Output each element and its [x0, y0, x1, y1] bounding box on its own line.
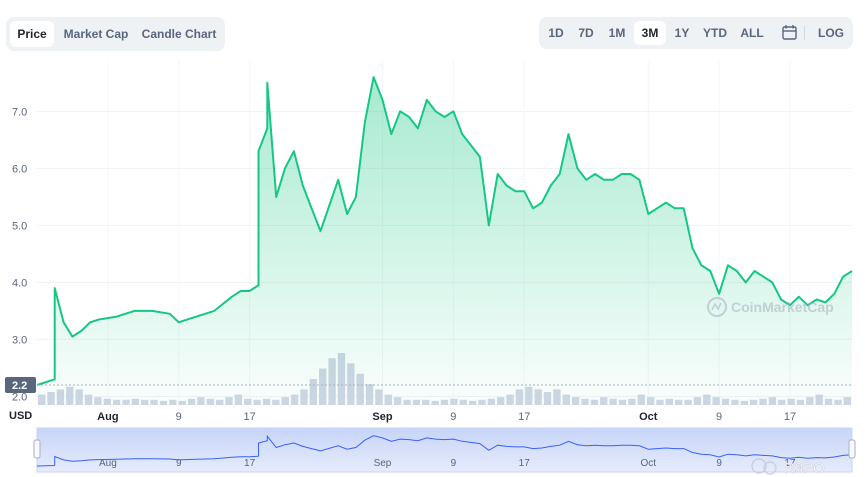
x-tick-label: Aug: [97, 411, 118, 423]
navigator-x-tick-label: Sep: [374, 458, 392, 469]
tab-price[interactable]: Price: [10, 21, 54, 47]
x-tick-label: 17: [784, 411, 796, 423]
x-tick-label: 17: [243, 411, 255, 423]
calendar-button[interactable]: [776, 21, 802, 45]
view-tabs: Price Market Cap Candle Chart: [6, 17, 225, 51]
price-area-fill: [37, 77, 852, 405]
r3po-watermark-text: R3PO: [784, 460, 825, 477]
log-scale-toggle[interactable]: LOG: [818, 26, 844, 40]
y-tick-label: 2.0: [12, 391, 27, 403]
range-navigator[interactable]: Aug 9 17 Sep 9 17 Oct 9 17: [33, 427, 856, 473]
navigator-x-tick-label: Oct: [640, 458, 656, 469]
y-axis-ticks: 2.0 3.0 4.0 5.0 6.0 7.0: [12, 106, 27, 403]
current-price-label: 2.2: [12, 380, 27, 392]
calendar-icon: [782, 25, 797, 40]
navigator-x-tick-label: 17: [244, 458, 256, 469]
navigator-x-tick-label: Aug: [99, 458, 117, 469]
x-tick-label: 9: [716, 411, 722, 423]
navigator-background: [36, 427, 853, 473]
x-tick-label: Oct: [639, 411, 658, 423]
range-7d-button[interactable]: 7D: [578, 26, 594, 40]
navigator-left-handle[interactable]: [33, 439, 41, 459]
coinmarketcap-watermark: CoinMarketCap: [707, 297, 834, 317]
y-tick-label: 4.0: [12, 277, 27, 289]
y-axis-unit-label: USD: [9, 410, 32, 422]
current-price-tag: [5, 377, 36, 394]
x-tick-label: 9: [450, 411, 456, 423]
tab-market-cap[interactable]: Market Cap: [63, 27, 129, 41]
range-all-button[interactable]: ALL: [740, 26, 764, 40]
range-ytd-button[interactable]: YTD: [703, 26, 727, 40]
watermark-text: CoinMarketCap: [731, 299, 834, 315]
navigator-x-tick-label: 9: [176, 458, 182, 469]
tab-candle-chart[interactable]: Candle Chart: [141, 27, 217, 41]
range-3m-button[interactable]: 3M: [634, 21, 666, 45]
y-tick-label: 3.0: [12, 334, 27, 346]
price-line: [36, 76, 853, 386]
range-1m-button[interactable]: 1M: [608, 26, 626, 40]
x-axis-ticks: Aug 9 17 Sep 9 17 Oct 9 17: [97, 411, 796, 423]
time-range-selector: 1D 7D 1M 3M 1Y YTD ALL LOG: [539, 17, 853, 49]
navigator-right-handle[interactable]: [848, 439, 856, 459]
range-1y-button[interactable]: 1Y: [674, 26, 690, 40]
navigator-x-tick-label: 9: [716, 458, 722, 469]
x-tick-label: 9: [176, 411, 182, 423]
navigator-x-tick-label: 9: [451, 458, 457, 469]
navigator-x-ticks: Aug 9 17 Sep 9 17 Oct 9 17: [99, 458, 796, 469]
navigator-x-tick-label: 17: [784, 458, 796, 469]
y-tick-label: 5.0: [12, 220, 27, 232]
y-tick-label: 7.0: [12, 106, 27, 118]
range-1d-button[interactable]: 1D: [548, 26, 564, 40]
navigator-line: [36, 434, 853, 467]
y-tick-label: 6.0: [12, 163, 27, 175]
x-tick-label: 17: [518, 411, 530, 423]
navigator-x-tick-label: 17: [519, 458, 531, 469]
range-divider: [804, 26, 805, 40]
r3po-watermark: R3PO: [751, 458, 825, 477]
x-tick-label: Sep: [372, 411, 392, 423]
